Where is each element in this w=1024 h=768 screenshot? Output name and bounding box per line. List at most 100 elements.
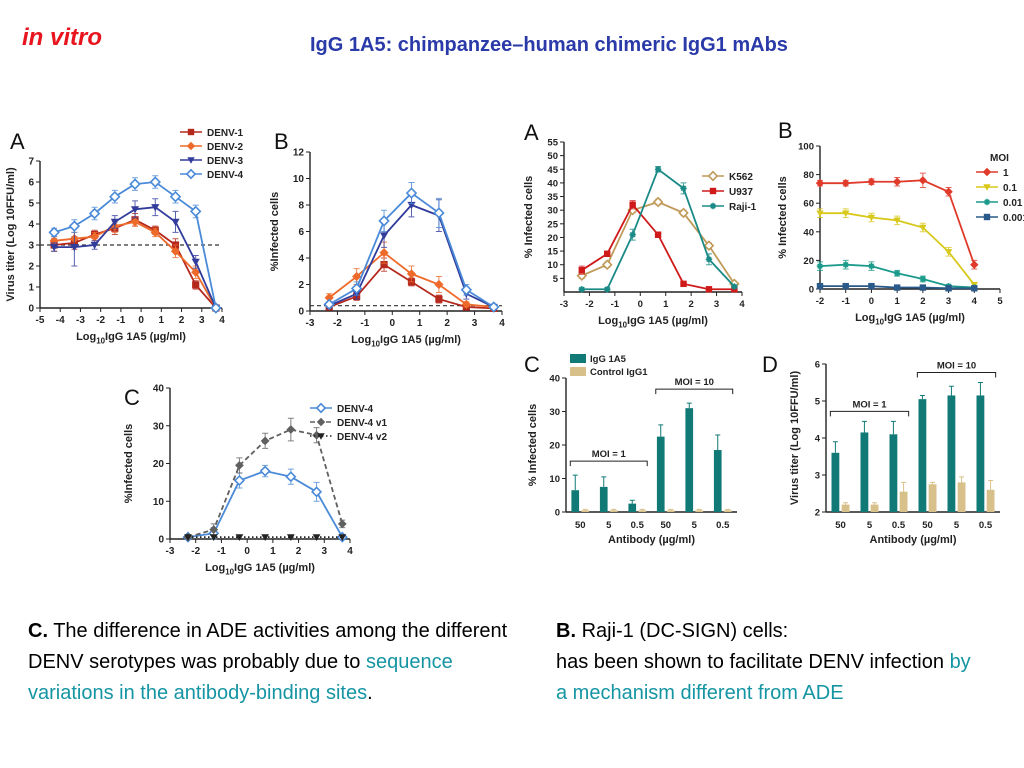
data-point [919, 224, 927, 232]
legend-marker [982, 167, 992, 177]
legend-marker [185, 168, 197, 180]
data-point [971, 285, 978, 292]
bar [957, 482, 966, 512]
legend-label: DENV-4 [207, 170, 244, 181]
y-axis-label: % Infected cells [777, 176, 789, 259]
error-bar [832, 441, 838, 453]
error-bar [658, 424, 664, 437]
y-tick-label: 0 [298, 307, 304, 318]
y-tick-label: 80 [803, 170, 814, 181]
data-point [970, 260, 979, 269]
legend-marker [186, 141, 196, 151]
x-tick-label: 4 [219, 315, 225, 326]
legend-title: MOI [990, 153, 1009, 164]
data-point [350, 282, 363, 295]
bar [609, 510, 618, 512]
legend-marker [707, 170, 719, 182]
series-line [54, 220, 217, 309]
y-tick-label: 40 [549, 374, 560, 385]
y-tick-label: 8 [298, 201, 304, 212]
x-tick-label: 1 [270, 546, 276, 557]
y-tick-label: 20 [153, 459, 165, 470]
panel-letter: C [124, 385, 140, 410]
y-tick-label: 20 [549, 441, 560, 452]
x-axis-label: Log10IgG 1A5 (µg/ml) [351, 334, 461, 348]
data-point [90, 232, 100, 242]
category-label: 50 [835, 520, 846, 531]
chart-left-a: A 0 1 2 3 4 5 6 7 -5 -4 -3 -2 -1 0 1 2 3 4 DENV-1 DENV-2 DENV… [5, 128, 244, 345]
legend-label: 0.01 [1003, 198, 1023, 209]
error-bar [639, 508, 645, 511]
x-tick-label: -3 [560, 299, 568, 310]
category-label: 5 [867, 520, 873, 531]
chart-right-b: B 0 20 40 60 80 100 -2 -1 0 1 2 3 4 5 1 0.1 0.01 0.001 MOI L… [777, 118, 1024, 326]
error-bar [861, 420, 867, 433]
error-bar [988, 480, 994, 490]
data-point [578, 286, 585, 293]
data-point [868, 262, 875, 270]
legend-label: U937 [729, 187, 753, 198]
caption-left-end: . [367, 682, 373, 704]
y-tick-label: 45 [547, 165, 558, 176]
x-axis-label: Antibody (µg/ml) [870, 534, 957, 546]
data-point [259, 465, 271, 477]
error-bar [601, 476, 607, 487]
y-tick-label: 7 [28, 157, 34, 168]
data-point [379, 232, 389, 240]
x-tick-label: 3 [714, 299, 719, 310]
data-point [578, 266, 585, 274]
y-tick-label: 30 [153, 421, 165, 432]
bar [628, 503, 637, 512]
y-tick-label: 60 [803, 199, 814, 210]
y-tick-label: 20 [547, 233, 558, 244]
x-tick-label: 3 [322, 546, 328, 557]
error-bar [696, 508, 702, 511]
data-point [654, 166, 662, 173]
category-label: 0.5 [716, 520, 730, 531]
data-point [150, 227, 160, 237]
data-point [169, 190, 182, 203]
category-label: 50 [660, 520, 671, 531]
y-tick-label: 40 [547, 178, 558, 189]
x-tick-label: -1 [116, 315, 125, 326]
data-point [842, 261, 849, 268]
data-point [944, 187, 953, 196]
x-tick-label: 2 [920, 296, 925, 307]
bar [841, 504, 850, 512]
bar [899, 491, 908, 512]
error-bar [843, 502, 849, 505]
y-tick-label: 40 [803, 227, 814, 238]
x-tick-label: -1 [217, 546, 226, 557]
legend-marker [187, 157, 195, 164]
group-bracket [829, 410, 910, 417]
data-point [815, 178, 825, 188]
error-bar [572, 474, 578, 491]
y-tick-label: 10 [153, 497, 165, 508]
y-tick-label: 0 [28, 304, 34, 315]
x-tick-label: -1 [841, 296, 850, 307]
data-point [434, 279, 444, 290]
bar [928, 484, 937, 512]
y-axis-label: % Infected cells [523, 176, 535, 259]
data-point [678, 207, 689, 219]
data-point [209, 525, 219, 534]
data-point [210, 302, 222, 314]
data-point [68, 220, 81, 232]
category-label: 5 [692, 520, 698, 531]
data-point [893, 217, 901, 225]
x-axis-label: Antibody (µg/ml) [608, 534, 695, 546]
data-point [893, 270, 901, 277]
y-tick-label: 5 [28, 199, 34, 210]
bar [918, 399, 927, 512]
y-tick-label: 5 [815, 397, 821, 408]
in-vitro-label: in vitro [22, 24, 103, 51]
data-point [286, 534, 295, 542]
y-tick-label: 0 [158, 535, 164, 546]
data-point [919, 275, 927, 283]
group-bracket [916, 372, 997, 378]
group-label: MOI = 1 [852, 399, 887, 410]
data-point [892, 177, 902, 186]
category-label: 5 [606, 520, 612, 531]
bar [831, 452, 840, 512]
